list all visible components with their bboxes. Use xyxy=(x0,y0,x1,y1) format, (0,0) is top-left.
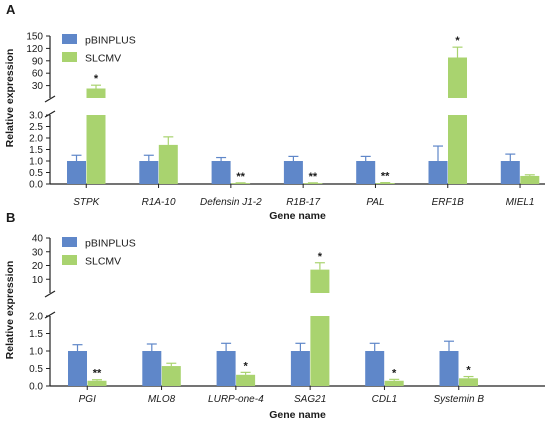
x-tick-label: SAG21 xyxy=(294,394,326,405)
bar-slcmv xyxy=(86,115,106,184)
y-tick-label: 40 xyxy=(32,234,44,245)
significance-marker: * xyxy=(243,360,248,372)
bar-pbinplus xyxy=(68,351,87,386)
significance-marker: ** xyxy=(93,368,102,380)
bar-slcmv xyxy=(448,115,467,184)
x-tick-label: PGI xyxy=(79,394,96,405)
x-tick-label: R1B-17 xyxy=(286,197,320,208)
x-tick-label: LURP-one-4 xyxy=(208,394,264,405)
y-axis-title: Relative expression xyxy=(4,261,16,360)
y-tick-label: 0.5 xyxy=(29,168,43,179)
bar-slcmv xyxy=(161,366,181,386)
y-tick-label: 1.5 xyxy=(29,145,43,156)
bar-pbinplus xyxy=(142,351,162,386)
bar-pbinplus xyxy=(290,351,310,386)
bar-pbinplus xyxy=(356,161,376,184)
bar-slcmv xyxy=(310,316,330,386)
x-tick-label: R1A-10 xyxy=(142,197,176,208)
y-tick-label: 60 xyxy=(32,69,44,80)
x-tick-label: Defensin J1-2 xyxy=(200,197,262,208)
legend-label: pBINPLUS xyxy=(85,238,136,250)
bar-slcmv-upper xyxy=(448,57,467,98)
y-tick-label: 150 xyxy=(26,32,43,43)
bar-pbinplus xyxy=(67,161,86,184)
bar-slcmv xyxy=(236,374,256,386)
legend-swatch-slcmv xyxy=(62,52,77,62)
y-tick-label: 1.5 xyxy=(29,329,43,340)
significance-marker: * xyxy=(392,367,397,379)
y-tick-label: 0.0 xyxy=(29,382,43,393)
x-tick-label: CDL1 xyxy=(372,394,398,405)
bar-pbinplus xyxy=(283,161,303,184)
x-axis-title: Gene name xyxy=(269,409,326,421)
x-tick-label: Systemin B xyxy=(433,394,484,405)
bar-slcmv xyxy=(375,183,395,184)
y-tick-label: 20 xyxy=(32,261,44,272)
significance-marker: ** xyxy=(236,171,245,183)
significance-marker: * xyxy=(94,73,99,85)
bar-slcmv-upper xyxy=(310,269,330,293)
y-tick-label: 30 xyxy=(32,247,44,258)
legend-label: pBINPLUS xyxy=(85,35,136,47)
x-tick-label: MIEL1 xyxy=(506,197,535,208)
y-tick-label: 3.0 xyxy=(29,111,43,122)
x-tick-label: PAL xyxy=(366,197,384,208)
axis-break-mark xyxy=(44,110,56,118)
y-tick-label: 10 xyxy=(32,275,44,286)
y-tick-label: 0.5 xyxy=(29,364,43,375)
y-tick-label: 120 xyxy=(26,44,43,55)
bar-pbinplus xyxy=(428,161,448,184)
legend-swatch-pbinplus xyxy=(62,237,77,247)
x-tick-label: MLO8 xyxy=(148,394,176,405)
y-tick-label: 2.0 xyxy=(29,134,43,145)
y-tick-label: 1.0 xyxy=(29,157,43,168)
panel-label: B xyxy=(6,210,15,225)
legend-swatch-slcmv xyxy=(62,255,77,265)
legend-label: SLCMV xyxy=(85,256,121,268)
bar-slcmv xyxy=(87,380,107,386)
bar-pbinplus xyxy=(216,351,236,386)
significance-marker: * xyxy=(466,365,471,377)
y-axis-title: Relative expression xyxy=(4,49,16,148)
panel-label: A xyxy=(6,2,16,17)
bar-slcmv xyxy=(231,183,251,184)
legend-swatch-pbinplus xyxy=(62,34,77,44)
y-tick-label: 30 xyxy=(32,81,44,92)
axis-break-mark xyxy=(44,95,56,103)
legend-label: SLCMV xyxy=(85,53,121,65)
y-tick-label: 1.0 xyxy=(29,347,43,358)
panel-b: B 40 30 20 10 2.0 1.5 1.0 0.5 0.0 Relative express… xyxy=(4,210,545,421)
axis-break-mark xyxy=(44,290,56,298)
bar-slcmv xyxy=(459,378,478,386)
significance-marker: * xyxy=(318,251,323,263)
significance-marker: ** xyxy=(381,171,390,183)
x-axis-title: Gene name xyxy=(269,210,326,222)
bar-pbinplus xyxy=(500,161,520,184)
significance-marker: ** xyxy=(309,171,318,183)
x-tick-label: STPK xyxy=(73,197,100,208)
bar-slcmv xyxy=(158,144,178,184)
bar-slcmv-upper xyxy=(86,88,106,98)
bar-pbinplus xyxy=(439,351,459,386)
x-tick-label: ERF1B xyxy=(432,197,465,208)
y-tick-label: 2.0 xyxy=(29,312,43,323)
bar-pbinplus xyxy=(139,161,159,184)
y-tick-label: 2.5 xyxy=(29,122,43,133)
bar-slcmv xyxy=(384,380,404,386)
bar-pbinplus xyxy=(365,351,385,386)
y-tick-label: 0.0 xyxy=(29,180,43,191)
axis-break-mark xyxy=(44,311,56,319)
y-tick-label: 90 xyxy=(32,56,44,67)
significance-marker: * xyxy=(455,35,460,47)
bar-pbinplus xyxy=(211,161,231,184)
bar-slcmv xyxy=(520,175,540,184)
bar-slcmv xyxy=(303,183,323,184)
